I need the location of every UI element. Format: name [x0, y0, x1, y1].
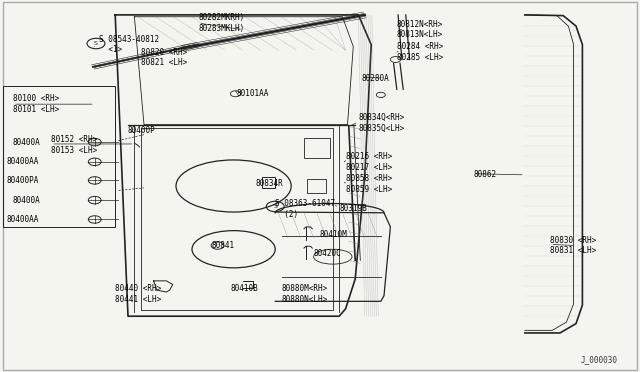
Bar	[307, 179, 326, 193]
Text: 80101AA: 80101AA	[237, 89, 269, 97]
Bar	[3, 86, 115, 227]
Text: 80820 <RH>
80821 <LH>: 80820 <RH> 80821 <LH>	[141, 48, 187, 67]
Text: 80400A: 80400A	[13, 196, 40, 205]
Text: 80410B: 80410B	[230, 284, 258, 293]
Text: 80862: 80862	[474, 170, 497, 179]
Text: S: S	[94, 41, 98, 46]
Text: 80410M: 80410M	[320, 230, 348, 239]
Text: 80319B: 80319B	[339, 204, 367, 213]
Text: J_000030: J_000030	[580, 355, 618, 364]
Bar	[304, 138, 330, 158]
Text: 80841: 80841	[211, 241, 234, 250]
Text: 80830 <RH>
80831 <LH>: 80830 <RH> 80831 <LH>	[550, 236, 596, 255]
Text: 80400AA: 80400AA	[6, 157, 39, 166]
Text: 80400PA: 80400PA	[6, 176, 39, 185]
Text: 80284 <RH>
80285 <LH>: 80284 <RH> 80285 <LH>	[397, 42, 443, 62]
Text: S: S	[273, 204, 277, 209]
Text: 80880M<RH>
80880N<LH>: 80880M<RH> 80880N<LH>	[282, 284, 328, 304]
Text: 80280A: 80280A	[362, 74, 389, 83]
Text: 80216 <RH>
80217 <LH>: 80216 <RH> 80217 <LH>	[346, 152, 392, 171]
Text: 80834Q<RH>
80835Q<LH>: 80834Q<RH> 80835Q<LH>	[358, 113, 404, 132]
Text: S 08543-40812
  <1>: S 08543-40812 <1>	[99, 35, 159, 54]
Text: 80152 <RH>
80153 <LH>: 80152 <RH> 80153 <LH>	[51, 135, 97, 155]
Text: 80400P: 80400P	[128, 126, 156, 135]
Text: 80858 <RH>
80859 <LH>: 80858 <RH> 80859 <LH>	[346, 174, 392, 194]
Text: 80400A: 80400A	[13, 138, 40, 147]
Text: S 08363-61047
  (2): S 08363-61047 (2)	[275, 199, 335, 219]
Text: 80420C: 80420C	[314, 249, 341, 258]
Text: 80812N<RH>
80813N<LH>: 80812N<RH> 80813N<LH>	[397, 20, 443, 39]
Text: 80440 <RH>
80441 <LH>: 80440 <RH> 80441 <LH>	[115, 284, 161, 304]
Text: 80400AA: 80400AA	[6, 215, 39, 224]
Text: 80834R: 80834R	[256, 179, 284, 187]
Text: 80100 <RH>
80101 <LH>: 80100 <RH> 80101 <LH>	[13, 94, 59, 114]
Bar	[262, 177, 275, 188]
Text: 80282MKRH)
80283MKLH): 80282MKRH) 80283MKLH)	[198, 13, 244, 33]
